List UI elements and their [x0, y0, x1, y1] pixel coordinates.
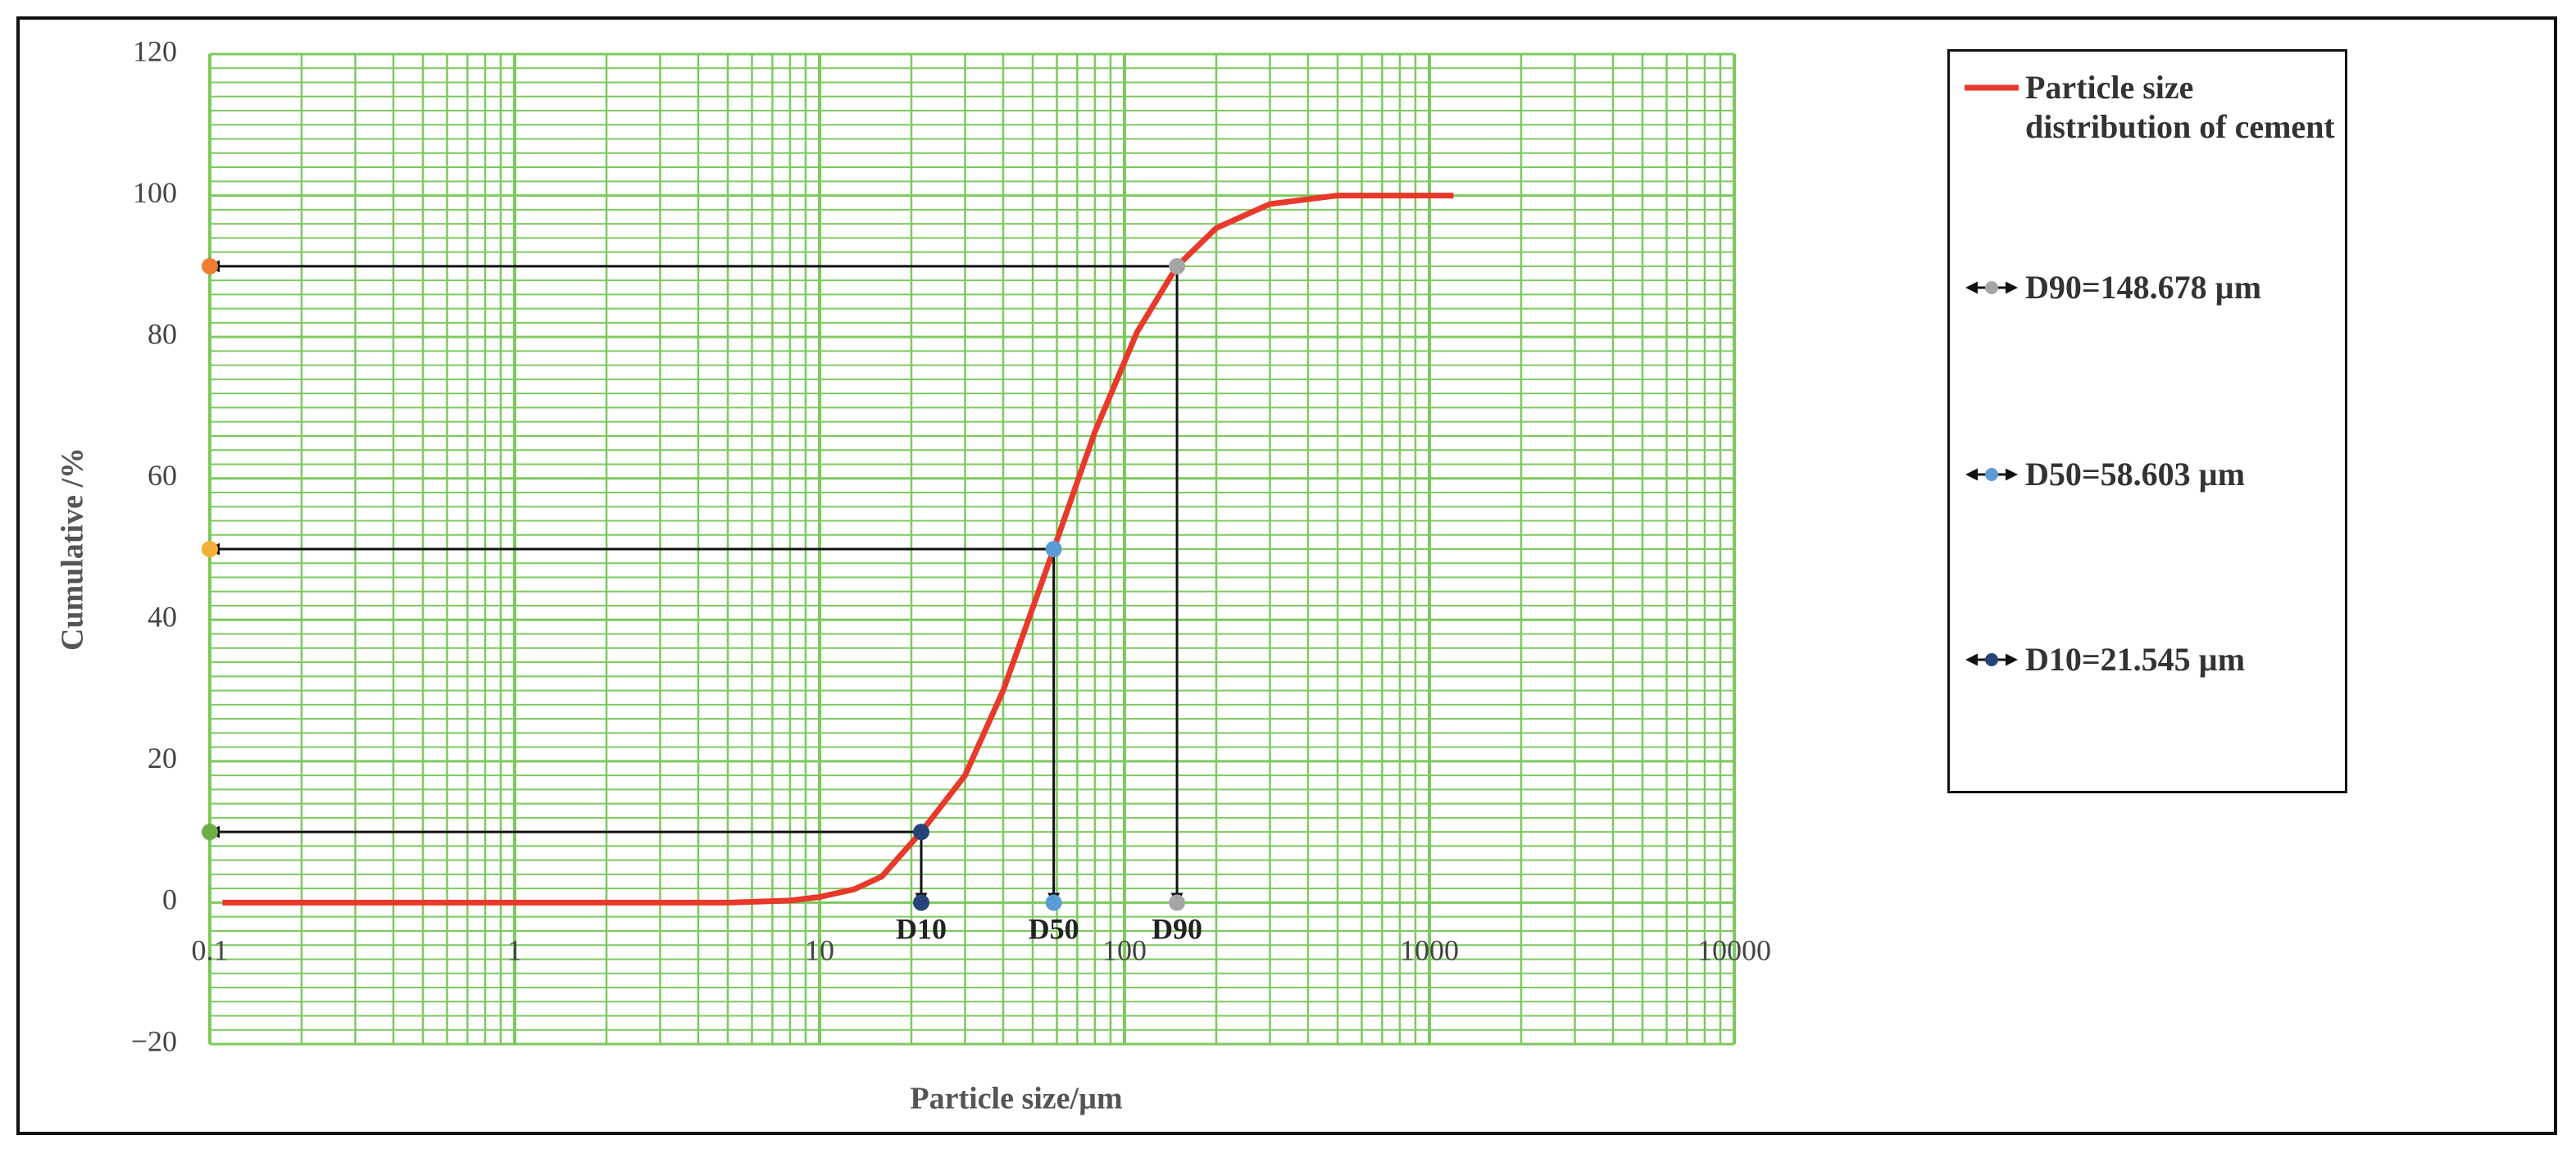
- legend-entry: Particle size distribution of cement: [1963, 68, 2337, 147]
- legend-entry: D50=58.603 µm: [1963, 455, 2337, 494]
- x-tick-label: 0.1: [192, 934, 229, 967]
- y-tick-label: 120: [133, 34, 177, 67]
- legend-point: [1985, 281, 1998, 294]
- legend-label: Particle size distribution of cement: [2025, 69, 2335, 145]
- legend-point: [1985, 468, 1998, 481]
- y-tick-label: 20: [148, 742, 177, 774]
- x-axis-label: Particle size/µm: [910, 1082, 1122, 1116]
- y-tick-label: 100: [133, 176, 177, 209]
- point: [1169, 257, 1186, 275]
- y-tick-label: −20: [131, 1024, 177, 1057]
- marker-tag: D50: [1029, 913, 1079, 946]
- x-tick-label: 10: [805, 934, 834, 967]
- guide-line: [207, 825, 928, 906]
- y-axis-label: Cumulative /%: [56, 447, 90, 651]
- frame: [16, 16, 2557, 1135]
- legend: Particle size distribution of cement D90=…: [1947, 49, 2347, 793]
- legend-icon: [1965, 653, 2018, 666]
- x-tick-label: 10000: [1697, 934, 1771, 967]
- y-tick-label: 40: [148, 601, 177, 633]
- point: [913, 894, 930, 911]
- y-tick-label: 0: [162, 883, 177, 916]
- point: [202, 824, 218, 841]
- legend-icon: [1965, 84, 2019, 91]
- y-tick-label: 60: [148, 459, 177, 492]
- x-tick-label: 1000: [1400, 934, 1459, 967]
- point: [1045, 894, 1062, 911]
- legend-icon: [1965, 468, 2018, 481]
- legend-entry: D90=148.678 µm: [1963, 268, 2337, 307]
- y-tick-label: 80: [148, 317, 177, 350]
- point: [913, 824, 930, 841]
- marker-tag: D90: [1152, 913, 1202, 946]
- legend-label: D10=21.545 µm: [2025, 641, 2246, 678]
- legend-icon: [1965, 281, 2018, 294]
- guide-line: [207, 543, 1061, 906]
- point: [1169, 894, 1186, 911]
- point: [202, 541, 218, 557]
- legend-entry: D10=21.545 µm: [1963, 640, 2337, 679]
- x-tick-label: 100: [1102, 934, 1147, 967]
- legend-point: [1985, 653, 1998, 666]
- marker-tag: D10: [896, 913, 947, 946]
- point: [1045, 541, 1062, 557]
- legend-label: D90=148.678 µm: [2025, 269, 2262, 306]
- x-tick-label: 1: [507, 934, 522, 967]
- legend-label: D50=58.603 µm: [2025, 456, 2246, 493]
- point: [202, 257, 218, 275]
